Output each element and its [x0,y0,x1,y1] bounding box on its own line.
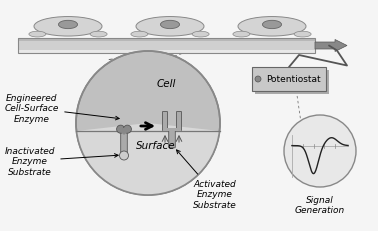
Text: Engineered
Cell-Surface
Enzyme: Engineered Cell-Surface Enzyme [5,94,119,123]
FancyBboxPatch shape [169,131,175,148]
FancyBboxPatch shape [121,131,127,154]
Bar [18,39,315,54]
Ellipse shape [192,32,209,38]
Text: Signal
Generation: Signal Generation [295,195,345,214]
Ellipse shape [29,32,46,38]
Ellipse shape [34,18,102,37]
Circle shape [76,52,220,195]
Circle shape [255,77,261,83]
Text: Activated
Enzyme
Substrate: Activated Enzyme Substrate [177,150,237,209]
Ellipse shape [90,32,107,38]
Text: Cell: Cell [156,79,176,89]
Text: Inactivated
Enzyme
Substrate: Inactivated Enzyme Substrate [5,146,118,176]
Wedge shape [76,123,220,195]
Bar [163,128,181,131]
Bar [18,39,315,42]
FancyArrow shape [315,40,347,52]
Circle shape [119,151,129,160]
Circle shape [123,126,132,134]
Ellipse shape [238,18,306,37]
Ellipse shape [59,21,77,30]
FancyBboxPatch shape [163,112,167,131]
Circle shape [284,116,356,187]
Ellipse shape [262,21,282,30]
Text: Potentiostat: Potentiostat [266,75,320,84]
FancyBboxPatch shape [252,68,326,92]
FancyBboxPatch shape [177,112,181,131]
Ellipse shape [136,18,204,37]
Ellipse shape [294,32,311,38]
Polygon shape [118,130,130,135]
Bar [18,51,315,54]
Circle shape [116,126,125,134]
Bar [123,129,125,132]
Ellipse shape [233,32,250,38]
Text: Surface: Surface [136,140,176,150]
Ellipse shape [161,21,180,30]
Bar [255,71,329,94]
Bar [18,42,315,51]
Ellipse shape [131,32,148,38]
